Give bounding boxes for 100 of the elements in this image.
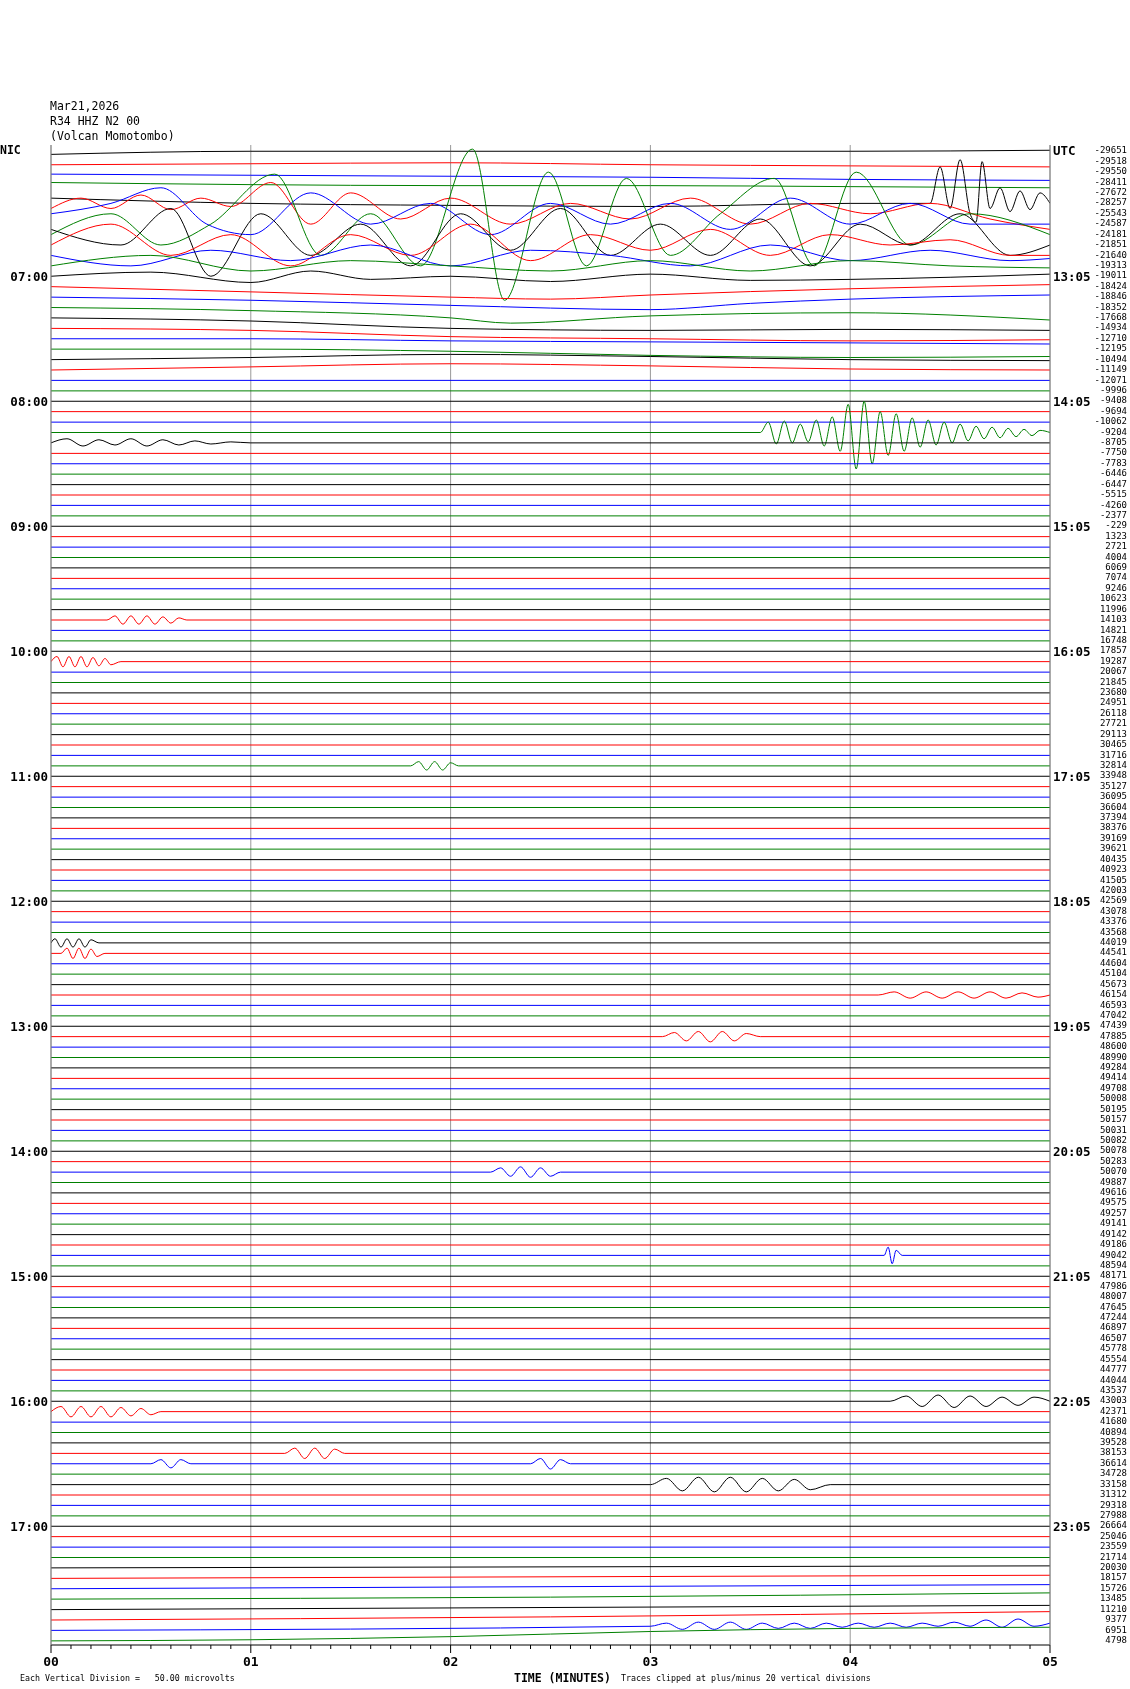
x-tick-label: 05 (1042, 1654, 1058, 1669)
text: Traces clipped at plus/minus 20 vertical divisions (621, 1673, 871, 1684)
text: -28411 (1094, 176, 1127, 187)
text: -21851 (1094, 239, 1127, 250)
text: 15726 (1099, 1582, 1127, 1593)
text: 43003 (1099, 1395, 1127, 1406)
text: 42569 (1099, 895, 1127, 906)
text: 42371 (1099, 1405, 1127, 1416)
text: 49414 (1099, 1072, 1127, 1083)
text: 43078 (1099, 905, 1127, 916)
line-series (51, 947, 1050, 959)
text: 50283 (1099, 1155, 1127, 1166)
text: 20030 (1099, 1562, 1127, 1573)
text: 6951 (1105, 1624, 1127, 1635)
text: 43537 (1099, 1384, 1127, 1395)
text: 40894 (1099, 1426, 1127, 1437)
line-series (51, 1166, 1050, 1178)
text: 49708 (1099, 1082, 1127, 1093)
text: 17857 (1099, 645, 1127, 656)
line-series (51, 1394, 1050, 1408)
text: -6447 (1099, 478, 1127, 489)
text: -29518 (1094, 155, 1127, 166)
line-series (51, 353, 1050, 362)
text: 7074 (1105, 572, 1127, 583)
text: 44777 (1099, 1364, 1127, 1375)
y-tick-label: 08:00 (10, 393, 48, 409)
text: 50031 (1099, 1124, 1127, 1135)
text: 6069 (1105, 562, 1127, 573)
line-series (51, 363, 1050, 371)
y2-tick-label: 16:05 (1053, 643, 1091, 659)
text: 29318 (1099, 1499, 1127, 1510)
y-axis-title: NIC (0, 143, 21, 158)
line-series (51, 327, 1050, 342)
text: 49887 (1099, 1176, 1127, 1187)
text: -14934 (1094, 322, 1127, 333)
line-series (51, 223, 1050, 267)
text: -25543 (1094, 207, 1127, 218)
line-series (51, 173, 1050, 181)
text: -19011 (1094, 270, 1127, 281)
text: 9377 (1105, 1614, 1127, 1625)
text: -12195 (1094, 343, 1127, 354)
text: 41505 (1099, 874, 1127, 885)
y-tick-label: 14:00 (10, 1143, 48, 1159)
text: -7783 (1099, 457, 1127, 468)
y2-tick-label: 18:05 (1053, 893, 1091, 909)
text: -7750 (1099, 447, 1127, 458)
text: -17668 (1094, 312, 1127, 323)
line-series (51, 1447, 1050, 1459)
text: 46507 (1099, 1332, 1127, 1343)
line-series (51, 938, 1050, 948)
x-tick-label: 01 (242, 1654, 259, 1669)
text: -24587 (1094, 218, 1127, 229)
text: 46593 (1099, 999, 1127, 1010)
text: 31716 (1099, 749, 1127, 760)
text: -19313 (1094, 259, 1127, 270)
line-series (51, 244, 1050, 267)
text: 48007 (1099, 1291, 1127, 1302)
text: 27721 (1099, 718, 1127, 729)
line-series (51, 1031, 1050, 1043)
text: 34728 (1099, 1468, 1127, 1479)
text: 4004 (1105, 551, 1127, 562)
text: 48600 (1099, 1041, 1127, 1052)
text: 20067 (1099, 666, 1127, 677)
x-tick-label: 00 (43, 1654, 59, 1669)
text: 48990 (1099, 1051, 1127, 1062)
line-series (51, 148, 1050, 301)
line-series (51, 1246, 1050, 1265)
text: 27988 (1099, 1509, 1127, 1520)
text: 10623 (1099, 593, 1127, 604)
y-tick-label: 10:00 (10, 643, 48, 659)
text: 45554 (1099, 1353, 1127, 1364)
y2-tick-label: 15:05 (1053, 518, 1091, 534)
text: 50078 (1099, 1145, 1127, 1156)
text: 50195 (1099, 1103, 1127, 1114)
text: 29113 (1099, 728, 1127, 739)
text: -21640 (1094, 249, 1127, 260)
text: 40923 (1099, 864, 1127, 875)
text: 11210 (1099, 1603, 1127, 1614)
text: -18424 (1094, 280, 1127, 291)
text: 2721 (1105, 541, 1127, 552)
text: 35127 (1099, 780, 1127, 791)
line-series (51, 187, 1050, 236)
text: -9996 (1099, 384, 1127, 395)
y2-tick-label: 20:05 (1053, 1143, 1091, 1159)
y-tick-label: 09:00 (10, 518, 48, 534)
text: 40435 (1099, 853, 1127, 864)
line-series (51, 1476, 1050, 1493)
text: 26118 (1099, 707, 1127, 718)
text: 26664 (1099, 1520, 1127, 1531)
text: 50157 (1099, 1114, 1127, 1125)
text: 44541 (1099, 947, 1127, 958)
line-series (51, 1618, 1050, 1631)
text: -5515 (1099, 489, 1127, 500)
text: 19287 (1099, 655, 1127, 666)
text: -8705 (1099, 437, 1127, 448)
text: 32814 (1099, 759, 1127, 770)
text: -10062 (1094, 416, 1127, 427)
y2-tick-label: 19:05 (1053, 1018, 1091, 1034)
y2-tick-label: 22:05 (1053, 1393, 1091, 1409)
line-series (51, 317, 1050, 331)
